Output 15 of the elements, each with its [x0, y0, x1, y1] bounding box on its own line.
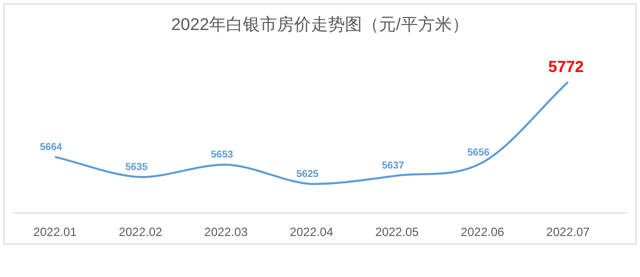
data-label: 5772	[548, 59, 584, 76]
x-tick-label: 2022.01	[33, 225, 78, 239]
x-tick-label: 2022.02	[118, 225, 163, 239]
x-tick-label: 2022.03	[204, 225, 248, 239]
x-tick-label: 2022.06	[460, 225, 505, 239]
data-label: 5635	[125, 162, 148, 174]
chart-title: 2022年白银市房价走势图（元/平方米）	[171, 15, 469, 34]
x-tick-label: 2022.04	[290, 225, 334, 239]
x-tick-label: 2022.07	[546, 225, 590, 239]
x-tick-label: 2022.05	[375, 225, 420, 239]
data-label: 5664	[40, 142, 63, 153]
data-label: 5625	[296, 169, 320, 180]
data-label: 5656	[467, 147, 490, 158]
data-label: 5637	[382, 160, 405, 172]
data-label: 5653	[210, 150, 234, 161]
